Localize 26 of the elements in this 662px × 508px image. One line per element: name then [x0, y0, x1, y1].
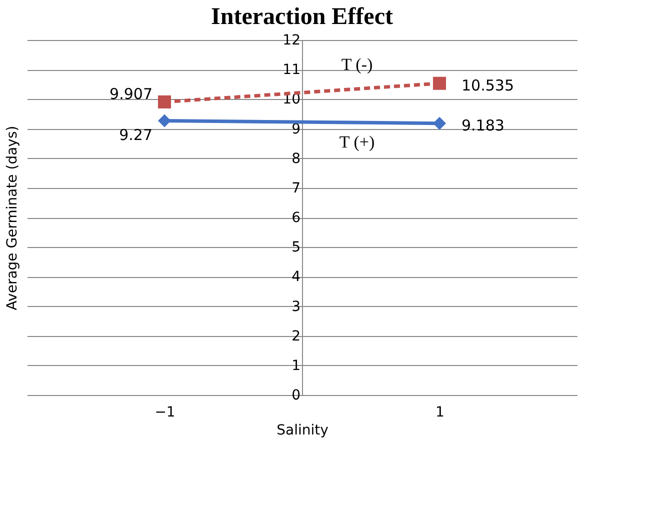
data-label: 9.907: [110, 84, 152, 103]
point: [158, 114, 172, 128]
y-tick-label: 9: [292, 121, 300, 138]
y-tick-label: 0: [292, 388, 300, 404]
y-tick-label: 1: [292, 358, 300, 374]
data-label: 9.27: [119, 126, 152, 144]
y-tick-label: 6: [292, 210, 301, 226]
y-tick-label: 2: [292, 328, 300, 344]
y-axis-title: Average Germinate (days): [4, 126, 20, 310]
y-tick-label: 5: [292, 240, 300, 256]
point: [432, 116, 446, 130]
y-tick-label: 11: [282, 62, 300, 78]
data-label: 9.183: [462, 116, 504, 134]
y-tick-label: 8: [292, 150, 300, 167]
y-tick-label: 7: [292, 180, 300, 196]
x-tick-label: −1: [154, 404, 176, 420]
point: [432, 76, 446, 90]
chart-title: Interaction Effect: [211, 4, 393, 30]
data-label: 10.535: [462, 76, 514, 94]
x-axis-title: Salinity: [276, 422, 328, 438]
y-tick-label: 12: [282, 32, 300, 48]
y-tick-label: 3: [292, 298, 300, 315]
point: [158, 95, 172, 108]
y-tick-label: 4: [292, 269, 301, 286]
series-label: T (+): [339, 132, 375, 152]
series-label: T (-): [341, 54, 373, 74]
